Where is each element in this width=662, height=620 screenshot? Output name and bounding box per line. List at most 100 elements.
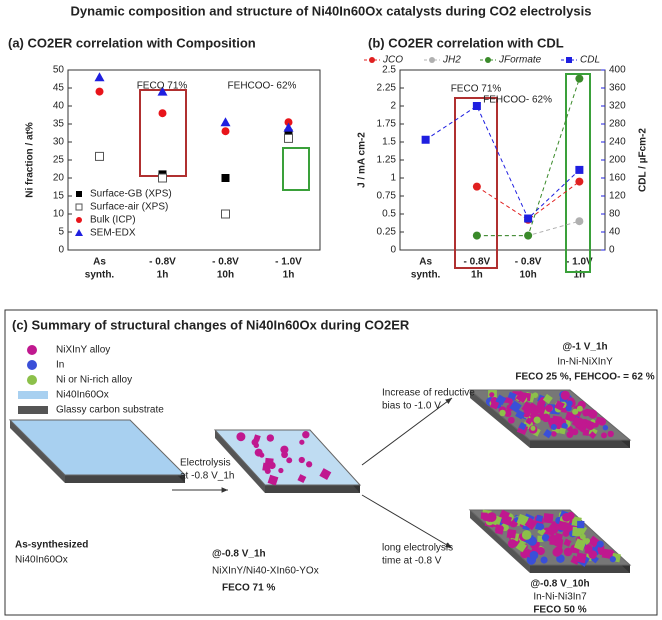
particle <box>596 540 604 548</box>
diagram-label: @-0.8 V_1h <box>212 549 266 560</box>
particle <box>495 394 507 406</box>
legend-label: Bulk (ICP) <box>90 215 136 226</box>
y2-tick-label: 40 <box>609 227 621 238</box>
particle <box>319 468 332 481</box>
particle <box>506 529 517 539</box>
annotation: FEHCOO- 62% <box>228 81 297 92</box>
particle <box>266 434 275 442</box>
particle <box>607 430 614 438</box>
y2-tick-label: 0 <box>609 245 615 256</box>
diagram-label: Electrolysis <box>180 458 231 469</box>
particle <box>515 541 527 553</box>
diagram-label: Increase of reductive <box>382 388 475 399</box>
marker <box>472 102 481 110</box>
y2-tick-label: 160 <box>609 173 626 184</box>
legend-swatch <box>18 391 48 399</box>
particle <box>560 390 570 401</box>
x-tick-label: 1h <box>574 270 586 281</box>
diagram-label: long electrolysis <box>382 543 453 554</box>
diagram-label: NiXInY/Ni40-XIn60-YOx <box>212 566 319 577</box>
y-tick-label: 2.25 <box>377 83 397 94</box>
y-tick-label: 45 <box>53 83 65 94</box>
marker <box>284 133 293 143</box>
particle <box>577 520 585 529</box>
particle <box>602 425 609 431</box>
marker <box>158 173 167 183</box>
x-tick-label: 1h <box>471 270 483 281</box>
particle <box>569 429 575 435</box>
particle <box>299 439 305 445</box>
diagram-label: FECO 50 % <box>533 605 586 616</box>
slab-left <box>10 420 65 483</box>
particle <box>254 448 263 457</box>
annotation: FEHCOO- 62% <box>483 95 552 106</box>
particle <box>601 432 607 439</box>
diagram-label: @-0.8 V_10h <box>530 579 589 590</box>
particle <box>302 431 310 439</box>
marker <box>566 57 572 63</box>
particle <box>298 456 305 464</box>
particle <box>588 550 597 559</box>
marker <box>472 231 481 240</box>
legend-label: Glassy carbon substrate <box>56 405 164 416</box>
legend-label: CDL <box>580 55 600 66</box>
x-tick-label: - 0.8V <box>149 257 176 268</box>
marker <box>284 129 293 137</box>
diagram-label: at -0.8 V_1h <box>180 471 234 482</box>
particle <box>535 514 544 523</box>
particle <box>562 529 570 537</box>
particle <box>584 538 591 544</box>
particle <box>563 538 572 547</box>
legend-dot <box>27 345 37 355</box>
marker <box>76 217 82 223</box>
particle <box>529 550 539 560</box>
y-tick-label: 15 <box>53 191 65 202</box>
particle <box>536 399 546 410</box>
y-tick-label: 40 <box>53 101 65 112</box>
x-tick-label: 1h <box>157 270 169 281</box>
particle <box>540 556 548 564</box>
particle <box>524 517 538 531</box>
y2-tick-label: 120 <box>609 191 626 202</box>
x-tick-label: synth. <box>85 270 115 281</box>
particle <box>565 405 572 412</box>
highlight-box <box>282 147 310 191</box>
y2-tick-label: 200 <box>609 155 626 166</box>
diagram-label: As-synthesized <box>15 540 88 551</box>
particle <box>573 538 587 551</box>
y-tick-label: 0.5 <box>382 209 396 220</box>
particle <box>562 512 571 522</box>
highlight-box <box>454 97 498 269</box>
legend-label: JCO <box>382 55 403 66</box>
legend-label: JFormate <box>498 55 542 66</box>
y2-axis-label: CDL / µFcm-2 <box>638 128 649 192</box>
particle <box>253 442 259 449</box>
particle <box>516 513 529 527</box>
y2-tick-label: 400 <box>609 65 626 76</box>
y-axis-label: J / mA cm-2 <box>357 132 368 188</box>
marker <box>283 122 294 132</box>
particle <box>306 461 313 468</box>
particle <box>550 424 557 431</box>
y-tick-label: 1.25 <box>377 155 397 166</box>
marker <box>524 231 533 240</box>
particle <box>595 416 603 424</box>
particle <box>278 467 284 474</box>
particle <box>280 445 289 454</box>
particle <box>262 462 272 472</box>
particle <box>582 429 590 436</box>
marker <box>524 214 533 223</box>
particle <box>588 431 597 439</box>
y-tick-label: 0 <box>390 245 396 256</box>
highlight-box <box>139 89 187 177</box>
marker <box>369 57 375 63</box>
diagram-label: @-1 V_1h <box>562 342 607 353</box>
particle <box>546 526 556 536</box>
particle <box>518 422 527 431</box>
particle <box>530 425 536 431</box>
particle <box>554 400 565 411</box>
diagram-label: time at -0.8 V <box>382 556 442 567</box>
x-tick-label: 1h <box>283 270 295 281</box>
particle <box>253 434 261 442</box>
